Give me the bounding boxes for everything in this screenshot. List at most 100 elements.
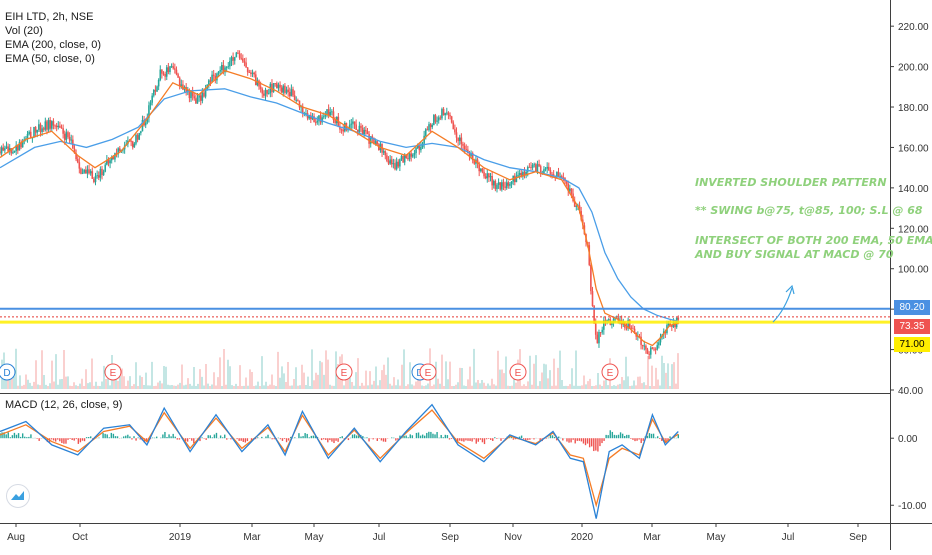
projection-arrow (772, 287, 793, 323)
event-marker-label: E (425, 368, 432, 379)
x-tick-label: May (305, 532, 324, 543)
candle-body (162, 73, 165, 75)
candle-body (491, 176, 493, 186)
candle-body (67, 132, 69, 137)
candle-body (599, 332, 602, 333)
candle-body (520, 173, 523, 177)
candle-body (470, 153, 472, 156)
candle-body (480, 168, 482, 172)
candle-body (332, 111, 335, 120)
candle-body (418, 145, 421, 151)
candle-body (625, 327, 628, 329)
candle-body (437, 117, 440, 121)
candle-body (220, 64, 223, 71)
candle-body (167, 67, 170, 72)
candle-body (293, 95, 296, 101)
candle-body (63, 133, 66, 140)
candle-body (201, 92, 204, 101)
candle-body (658, 342, 660, 346)
candle-body (565, 181, 568, 184)
candle-body (387, 160, 390, 164)
candle-body (557, 171, 560, 177)
candle-body (96, 175, 98, 177)
candle-body (538, 164, 540, 167)
candle-body (410, 153, 412, 157)
candle-body (515, 176, 518, 183)
candle-body (431, 124, 434, 128)
candle-body (211, 74, 213, 82)
candle-body (366, 131, 369, 135)
candle-body (596, 334, 599, 344)
candle-body (667, 323, 670, 326)
candle-body (533, 164, 536, 166)
projection-arrow-head (785, 284, 795, 295)
candle-body (640, 336, 642, 345)
candle-body (407, 157, 409, 160)
candle-body (152, 89, 155, 96)
x-tick-label: Nov (504, 532, 522, 543)
candle-body (246, 67, 249, 73)
candle-body (539, 166, 542, 174)
candle-body (109, 160, 111, 164)
annotation-intersect: INTERSECT OF BOTH 200 EMA, 50 EMA (695, 234, 932, 247)
candle-body (593, 306, 595, 324)
candle-body (177, 74, 179, 78)
candle-body (536, 164, 539, 172)
candle-body (7, 146, 9, 152)
candle-body (504, 186, 506, 188)
candle-body (188, 90, 191, 99)
candle-body (373, 137, 375, 145)
candle-body (195, 98, 197, 104)
candle-body (15, 145, 17, 151)
candle-body (169, 66, 171, 72)
candle-body (0, 151, 1, 154)
candle-body (562, 177, 565, 179)
candle-body (88, 169, 90, 174)
candle-body (483, 171, 485, 177)
candle-body (319, 115, 322, 123)
candle-body (18, 142, 21, 151)
candle-body (428, 124, 430, 131)
candle-body (390, 159, 393, 165)
candle-body (136, 135, 139, 140)
macd-y-tick-label: 0.00 (898, 434, 918, 445)
candle-body (416, 145, 419, 148)
candle-body (285, 89, 288, 93)
candle-body (199, 95, 202, 101)
candle-body (386, 155, 388, 161)
candle-body (463, 145, 466, 150)
candle-body (301, 106, 304, 114)
candle-body (282, 85, 285, 93)
candle-body (276, 83, 278, 89)
candle-body (546, 166, 548, 169)
candle-body (288, 92, 291, 97)
candle-body (133, 143, 136, 148)
candle-body (266, 89, 268, 94)
candle-body (476, 159, 479, 164)
candle-body (175, 69, 178, 75)
candle-body (78, 162, 81, 169)
candle-body (164, 74, 166, 77)
candle-body (371, 136, 374, 138)
tradingview-logo-icon[interactable] (6, 484, 30, 508)
candle-body (118, 148, 121, 152)
candle-body (97, 175, 100, 178)
candle-body (42, 128, 45, 130)
candle-body (274, 83, 277, 84)
candle-body (509, 183, 511, 186)
candle-body (543, 169, 545, 173)
candle-body (49, 120, 51, 129)
candle-body (204, 88, 207, 97)
candle-body (486, 173, 489, 179)
candle-body (517, 174, 519, 177)
candle-body (99, 168, 102, 178)
candle-body (423, 135, 425, 144)
candle-body (355, 124, 357, 130)
candle-body (535, 164, 537, 172)
candle-body (110, 157, 113, 161)
candle-body (101, 168, 103, 176)
candle-body (297, 100, 299, 102)
y-tick-label: 200.00 (898, 63, 929, 74)
